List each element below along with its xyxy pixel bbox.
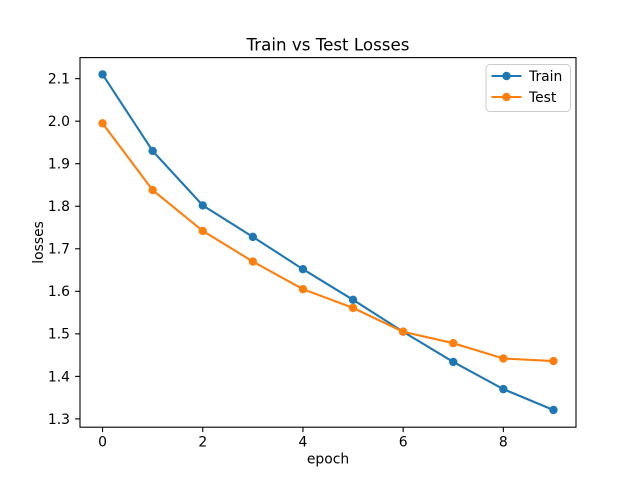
y-tick-label: 2.0 xyxy=(48,114,70,130)
axis-ticks: 0 2 4 6 8 1.3 1.4 1.5 1.6 1.7 1.8 1.9 2.0 2.1 xyxy=(48,72,508,451)
y-tick-label: 1.9 xyxy=(48,157,70,173)
y-tick-label: 1.3 xyxy=(48,412,70,428)
data-point-train xyxy=(449,357,458,367)
data-point-test xyxy=(499,354,508,363)
data-point-test xyxy=(449,339,458,348)
data-point-test xyxy=(198,226,207,236)
y-axis-label: losses xyxy=(31,221,47,264)
data-point-test xyxy=(98,119,107,128)
plot-area xyxy=(79,57,577,428)
data-point-train xyxy=(549,405,558,415)
y-tick-label: 1.6 xyxy=(48,284,70,300)
data-point-test xyxy=(248,257,258,266)
y-tick-label: 1.4 xyxy=(48,369,70,385)
legend-test-marker xyxy=(502,92,511,102)
x-axis-label: epoch xyxy=(307,452,349,468)
series-line-train xyxy=(101,73,554,411)
data-point-train xyxy=(499,384,508,394)
x-tick-label: 4 xyxy=(299,435,308,451)
data-point-train xyxy=(248,232,258,242)
data-point-train xyxy=(148,146,157,156)
y-tick-label: 1.7 xyxy=(48,242,70,258)
data-point-train xyxy=(98,70,107,79)
data-point-test xyxy=(298,284,308,294)
y-tick-label: 1.5 xyxy=(48,327,70,343)
series-line-test xyxy=(101,122,554,363)
x-tick-label: 0 xyxy=(98,435,107,451)
legend-train-label: Train xyxy=(528,69,562,85)
data-point-test xyxy=(148,185,157,195)
data-point-train xyxy=(198,201,207,210)
x-tick-label: 8 xyxy=(499,435,508,451)
chart-title: Train vs Test Losses xyxy=(246,35,410,55)
data-point-test xyxy=(398,327,408,336)
data-point-test xyxy=(348,303,358,313)
data-series xyxy=(98,70,558,415)
x-tick-label: 6 xyxy=(399,435,408,451)
legend-test-label: Test xyxy=(528,90,557,106)
legend-train-marker xyxy=(502,71,511,81)
data-point-train xyxy=(298,264,308,274)
y-tick-label: 2.1 xyxy=(48,72,70,88)
data-point-test xyxy=(549,356,558,366)
legend: Train Test xyxy=(485,64,571,112)
y-tick-label: 1.8 xyxy=(48,199,70,215)
x-tick-label: 2 xyxy=(198,435,207,451)
data-point-train xyxy=(348,295,358,305)
